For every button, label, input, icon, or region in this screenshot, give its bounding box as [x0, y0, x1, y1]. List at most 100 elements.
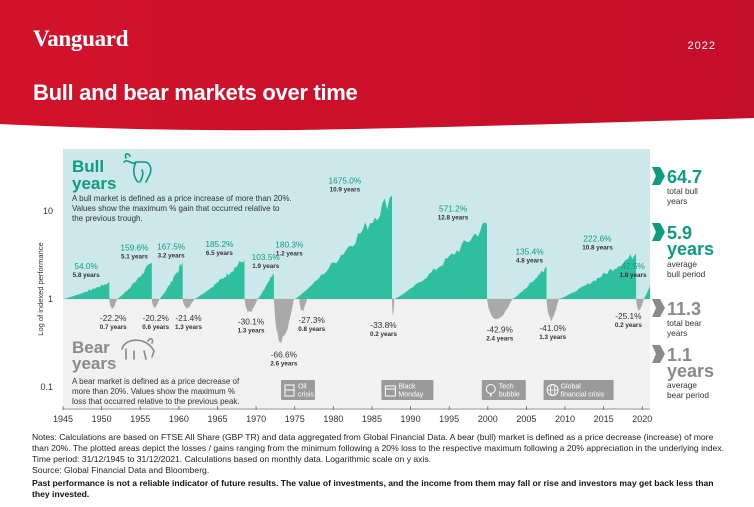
bull-avg-label: average	[667, 259, 697, 269]
bull-market-area	[394, 222, 488, 299]
bear-description-line: loss that occurred relative to the previ…	[72, 397, 240, 406]
bear-total-value: 11.3	[667, 299, 701, 319]
lightbulb-icon	[485, 384, 496, 397]
event-marker	[543, 380, 614, 400]
bull-gain-label: 42.5%	[621, 261, 645, 271]
bull-gain-label: 571.2%	[439, 204, 468, 214]
bull-avg-label: bull period	[667, 269, 706, 279]
footnote-source: Source: Global Financial Data and Bloomb…	[32, 465, 210, 475]
bear-loss-label: -42.9%	[487, 324, 514, 334]
bear-duration-label: 2.6 years	[270, 360, 297, 367]
y-axis-label: Log of indexed performance	[36, 242, 45, 335]
bull-title-line1: Bull	[72, 157, 104, 176]
header-banner: Vanguard 2022 Bull and bear markets over…	[0, 0, 754, 132]
bull-duration-label: 4.8 years	[516, 257, 543, 264]
bull-title-line2: years	[72, 174, 116, 193]
bull-duration-label: 10.9 years	[330, 187, 361, 194]
x-tick-label: 2020	[632, 414, 652, 424]
bull-gain-label: 135.4%	[515, 246, 544, 256]
bear-duration-label: 1.3 years	[539, 334, 566, 341]
bear-total-label: years	[667, 328, 687, 338]
bear-market-area	[392, 299, 395, 316]
bear-duration-label: 0.6 years	[142, 324, 169, 331]
bear-duration-label: 0.7 years	[100, 324, 127, 331]
bear-loss-label: -21.4%	[175, 313, 202, 323]
bear-avg-value: years	[667, 361, 714, 381]
bull-duration-label: 5.8 years	[73, 272, 100, 279]
bull-duration-label: 10.8 years	[582, 244, 613, 251]
bear-title-line1: Bear	[72, 338, 110, 357]
bull-market-area	[643, 285, 650, 299]
bear-avg-arrow	[652, 345, 665, 363]
bear-market-area	[299, 299, 308, 312]
bear-loss-label: -25.1%	[615, 311, 642, 321]
bull-market-area	[512, 266, 547, 299]
bear-duration-label: 2.4 years	[486, 335, 513, 342]
bear-market-area	[546, 299, 559, 321]
bull-market-area	[558, 253, 637, 299]
bull-description-line: Values show the maximum % gain that occu…	[72, 204, 280, 213]
bear-duration-label: 0.8 years	[298, 326, 325, 333]
bull-gain-label: 222.6%	[583, 233, 612, 243]
bull-avg-value: years	[667, 239, 714, 259]
bull-icon-outline	[123, 153, 152, 183]
x-tick-label: 1955	[130, 414, 150, 424]
x-tick-label: 1975	[285, 414, 305, 424]
event-label: Oil	[298, 384, 307, 391]
x-tick-label: 1965	[207, 414, 227, 424]
bull-total-value: 64.7	[667, 167, 702, 187]
bull-duration-label: 6.5 years	[206, 250, 233, 257]
bear-market-area	[487, 299, 513, 320]
bull-market-area	[159, 261, 183, 299]
bear-duration-label: 0.2 years	[370, 331, 397, 338]
bull-gain-label: 180.3%	[275, 240, 304, 250]
bear-loss-label: -20.2%	[143, 313, 170, 323]
bear-description-line: A bear market is defined as a price decr…	[72, 377, 240, 386]
bull-market-area	[117, 262, 152, 299]
event-marker	[381, 380, 434, 400]
bull-market-area	[63, 282, 110, 299]
page-title: Bull and bear markets over time	[33, 80, 358, 105]
x-tick-label: 2000	[478, 414, 498, 424]
bear-total-arrow	[652, 299, 665, 317]
bull-gain-label: 1675.0%	[329, 176, 362, 186]
bear-description-line: more than 20%. Values show the maximum %	[72, 387, 235, 396]
bull-market-area	[294, 195, 393, 299]
x-tick-label: 1960	[169, 414, 189, 424]
event-label: Monday	[398, 392, 423, 399]
globe-icon	[546, 384, 559, 396]
event-label: bubble	[499, 392, 520, 399]
event-label: crisis	[298, 392, 314, 399]
bear-title-line2: years	[72, 354, 116, 373]
bear-avg-label: average	[667, 380, 697, 390]
bull-avg-value: 5.9	[667, 223, 692, 243]
bear-loss-label: -33.8%	[370, 320, 397, 330]
bull-description-line: the previous trough.	[72, 214, 143, 223]
bear-duration-label: 0.2 years	[615, 322, 642, 329]
calendar-outline	[384, 385, 396, 397]
x-tick-label: 1970	[246, 414, 266, 424]
bull-total-label: total bull	[667, 186, 698, 196]
bear-market-area	[636, 299, 644, 311]
bear-icon-outline	[121, 338, 155, 360]
event-label: Global	[561, 384, 582, 391]
bear-market-area	[151, 299, 160, 308]
disclaimer: Past performance is not a reliable indic…	[32, 478, 714, 499]
bull-duration-label: 1.8 years	[620, 272, 647, 279]
event-label: Tech	[499, 384, 514, 391]
x-tick-label: 1985	[362, 414, 382, 424]
bear-total-label: total bear	[667, 318, 702, 328]
bull-avg-arrow	[652, 223, 665, 241]
x-tick-label: 1950	[92, 414, 112, 424]
bear-avg-value: 1.1	[667, 345, 692, 365]
x-tick-label: 1990	[401, 414, 421, 424]
bear-market-area	[244, 299, 258, 313]
bear-market-area	[109, 299, 118, 309]
bear-duration-label: 1.3 years	[238, 328, 265, 335]
bull-gain-label: 103.5%	[252, 252, 281, 262]
x-tick-label: 2010	[555, 414, 575, 424]
bull-gain-label: 185.2%	[205, 239, 234, 249]
bear-loss-label: -66.6%	[271, 349, 298, 359]
x-tick-label: 1995	[439, 414, 459, 424]
